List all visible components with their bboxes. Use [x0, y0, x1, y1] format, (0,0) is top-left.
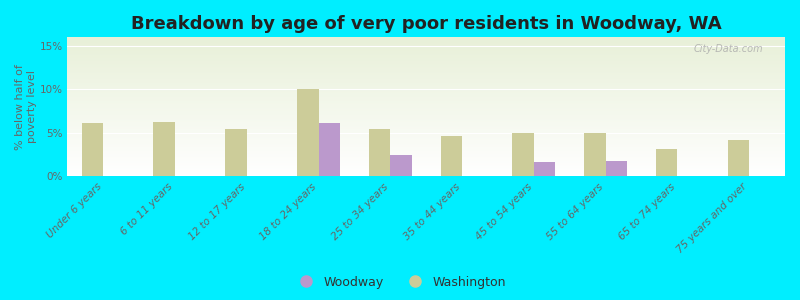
Bar — [226, 129, 246, 176]
Title: Breakdown by age of very poor residents in Woodway, WA: Breakdown by age of very poor residents … — [131, 15, 722, 33]
Bar — [318, 122, 340, 176]
Bar — [584, 133, 606, 176]
Bar — [369, 129, 390, 176]
Bar — [82, 122, 103, 176]
Bar — [606, 161, 627, 176]
Bar — [154, 122, 175, 176]
Bar — [512, 133, 534, 176]
Text: City-Data.com: City-Data.com — [694, 44, 763, 54]
Bar — [656, 149, 678, 176]
Bar — [390, 155, 412, 176]
Bar — [297, 89, 318, 176]
Y-axis label: % below half of
poverty level: % below half of poverty level — [15, 64, 37, 150]
Legend: Woodway, Washington: Woodway, Washington — [289, 271, 511, 294]
Bar — [441, 136, 462, 176]
Bar — [534, 162, 555, 176]
Bar — [727, 140, 749, 176]
